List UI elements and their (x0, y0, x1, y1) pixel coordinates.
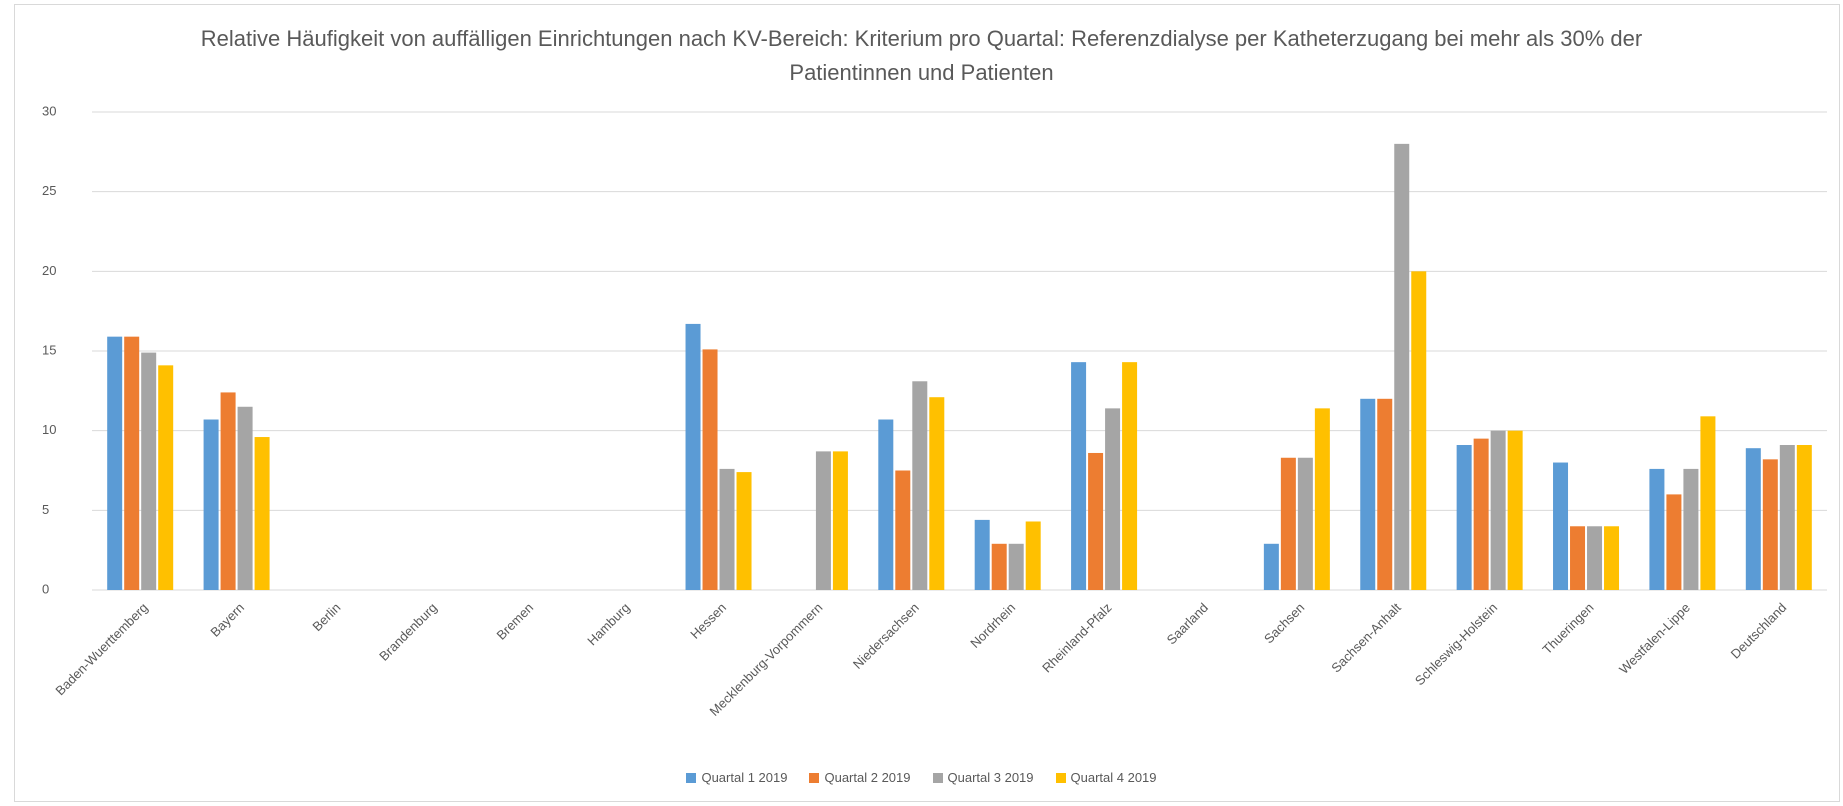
y-tick-label: 30 (42, 103, 56, 118)
x-tick-label: Mecklenburg-Vorpommern (707, 600, 826, 719)
x-tick-label: Deutschland (1728, 600, 1790, 662)
bar (158, 365, 174, 590)
y-tick-label: 10 (42, 422, 56, 437)
bar (1088, 452, 1104, 590)
bar (1473, 438, 1489, 590)
bar (912, 381, 928, 590)
bar (1490, 430, 1506, 590)
bar (1394, 143, 1410, 590)
legend-swatch (686, 772, 697, 783)
bar (1553, 462, 1569, 590)
bar (1762, 459, 1778, 590)
legend-item: Quartal 2 2019 (809, 770, 911, 785)
bar (1745, 448, 1761, 590)
bar (1666, 494, 1682, 590)
x-tick-label: Hessen (687, 600, 729, 642)
x-tick-label: Hamburg (584, 600, 632, 648)
legend-item: Quartal 3 2019 (932, 770, 1034, 785)
legend-label: Quartal 2 2019 (824, 770, 911, 785)
bar (1280, 457, 1296, 590)
legend-item: Quartal 1 2019 (686, 770, 787, 785)
legend-swatch (809, 772, 820, 783)
bar (1297, 457, 1313, 590)
bar (736, 472, 752, 590)
y-tick-label: 25 (42, 183, 56, 198)
bar (1025, 521, 1041, 590)
legend-swatch (1055, 772, 1066, 783)
bar (1263, 543, 1279, 590)
x-tick-label: Sachsen-Anhalt (1328, 600, 1404, 676)
legend-label: Quartal 1 2019 (701, 770, 788, 785)
bar (1456, 445, 1472, 590)
legend: Quartal 1 2019 Quartal 2 2019 Quartal 3 20… (0, 770, 1843, 785)
legend-swatch (932, 772, 943, 783)
bar (124, 336, 140, 590)
x-tick-label: Bayern (207, 600, 247, 640)
bar (1649, 468, 1665, 590)
bar (1411, 271, 1427, 590)
legend-label: Quartal 4 2019 (1070, 770, 1157, 785)
bar (237, 406, 253, 590)
x-tick-label: Saarland (1164, 600, 1211, 647)
x-tick-label: Sachsen (1261, 600, 1307, 646)
y-tick-label: 0 (42, 581, 49, 596)
bar (220, 392, 236, 590)
bar (929, 397, 945, 590)
legend-item: Quartal 4 2019 (1055, 770, 1157, 785)
y-tick-label: 15 (42, 342, 56, 357)
bar (1796, 445, 1812, 590)
bar (107, 336, 123, 590)
x-tick-label: Niedersachsen (850, 600, 922, 672)
bar (1071, 362, 1087, 590)
bar (685, 323, 701, 590)
bar (1314, 408, 1330, 590)
bar (1377, 398, 1393, 590)
bar (1587, 526, 1603, 590)
bar (141, 352, 157, 590)
x-tick-label: Berlin (309, 600, 343, 634)
bar (1507, 430, 1523, 590)
x-tick-label: Brandenburg (376, 600, 440, 664)
chart-title: Relative Häufigkeit von auffälligen Einr… (200, 26, 1643, 85)
bar (991, 543, 1007, 590)
bar (254, 437, 270, 590)
bar (1700, 416, 1716, 590)
bar (1570, 526, 1586, 590)
y-tick-label: 20 (42, 263, 56, 278)
bar (203, 419, 219, 590)
bar (1360, 398, 1376, 590)
chart-frame (14, 4, 1840, 802)
x-tick-label: Baden-Wuerttemberg (52, 600, 150, 698)
bar (895, 470, 911, 590)
bar (1604, 526, 1620, 590)
bar (702, 349, 718, 590)
bar (1779, 445, 1795, 590)
x-tick-label: Schleswig-Holstein (1412, 600, 1500, 688)
x-tick-label: Rheinland-Pfalz (1039, 600, 1115, 676)
bar (832, 451, 848, 590)
bar (974, 519, 990, 590)
y-tick-label: 5 (42, 502, 49, 517)
bar (1122, 362, 1138, 590)
bar (719, 468, 735, 590)
x-tick-label: Nordrhein (967, 600, 1018, 651)
bar (1105, 408, 1121, 590)
bar (1008, 543, 1024, 590)
x-tick-label: Bremen (493, 600, 536, 643)
x-tick-label: Westfalen-Lippe (1616, 600, 1693, 677)
bar (878, 419, 894, 590)
bar (815, 451, 831, 590)
bar (1683, 468, 1699, 590)
x-tick-label: Thueringen (1539, 600, 1596, 657)
legend-label: Quartal 3 2019 (947, 770, 1034, 785)
